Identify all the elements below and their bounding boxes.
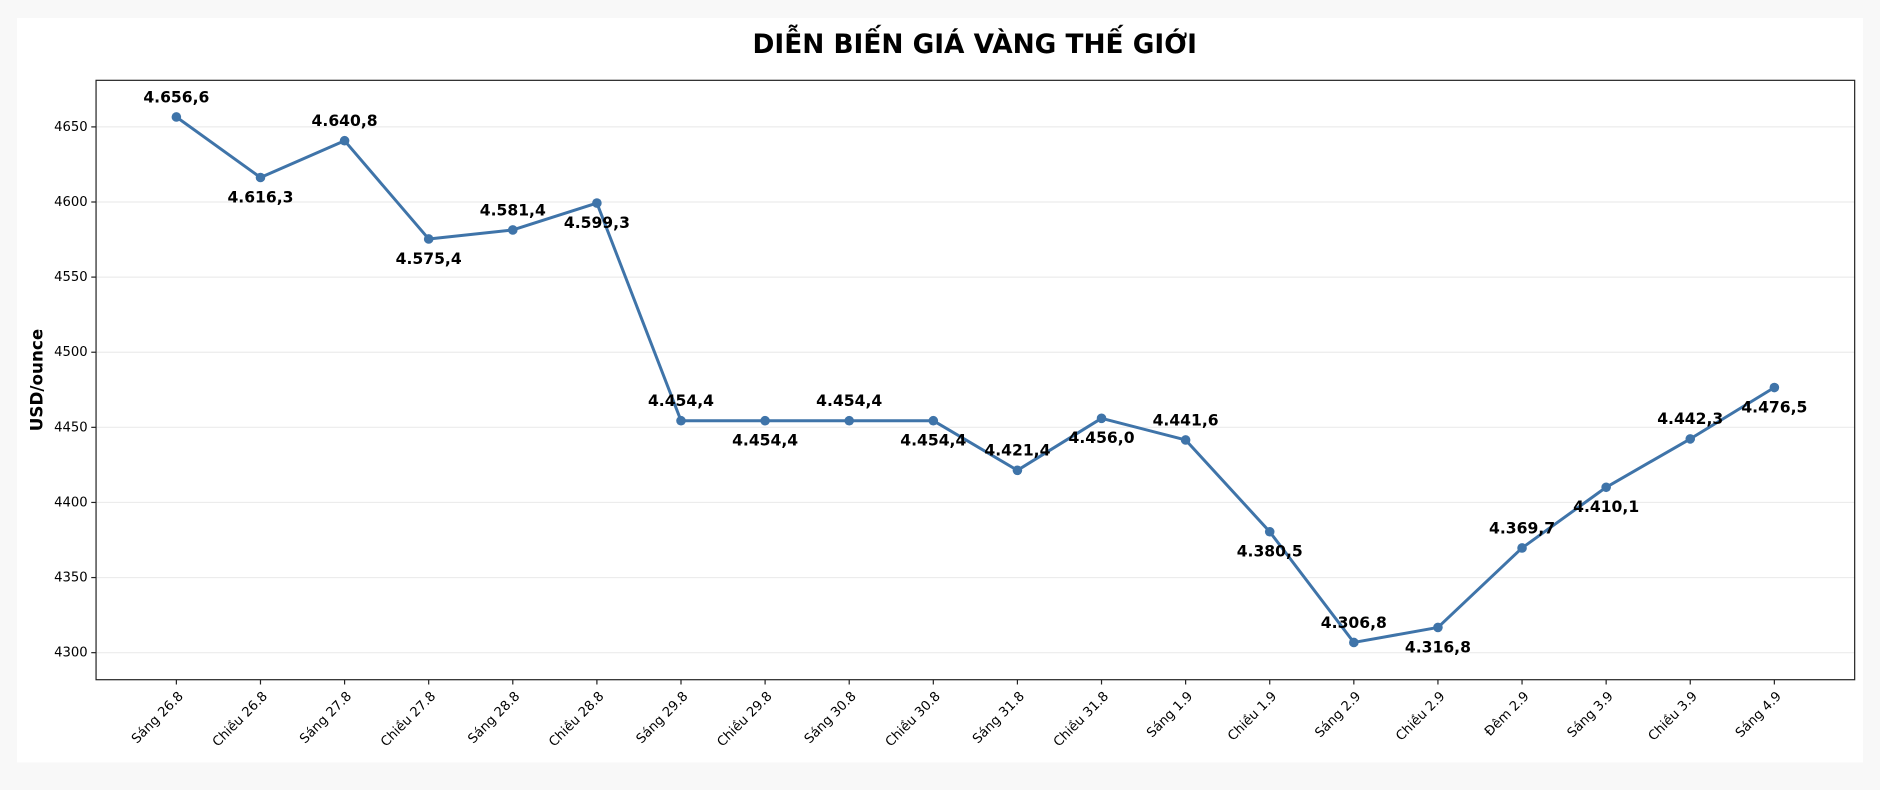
marker: [592, 198, 602, 208]
marker: [1096, 413, 1107, 424]
marker: [1517, 543, 1527, 553]
marker: [1180, 435, 1191, 445]
marker: [1769, 382, 1780, 393]
data-label: 4.656,6: [143, 88, 209, 106]
marker: [844, 415, 855, 426]
line: [175, 115, 1776, 644]
data-label: 4.316,8: [1405, 638, 1471, 656]
data-label: 4.456,0: [1068, 429, 1134, 447]
data-label: 4.454,4: [732, 432, 798, 450]
chart-title: DIỄN BIẾN GIÁ VÀNG THẾ GIỚI: [753, 24, 1197, 60]
y-tick-label: 4600: [54, 195, 88, 210]
marker: [1012, 465, 1023, 476]
y-tick-label: 4500: [54, 345, 88, 360]
data-label: 4.581,4: [480, 201, 546, 219]
y-tick-label: 4450: [54, 420, 88, 435]
data-label: 4.575,4: [396, 250, 462, 268]
marker: [255, 172, 266, 183]
data-label: 4.640,8: [312, 112, 378, 130]
y-tick-label: 4350: [54, 571, 88, 586]
y-tick-label: 4650: [54, 120, 88, 135]
marker: [1349, 637, 1359, 648]
card: [16, 17, 1864, 763]
marker: [1601, 482, 1611, 493]
marker: [760, 415, 770, 426]
data-label: 4.454,4: [648, 392, 714, 410]
marker: [676, 415, 686, 426]
marker: [928, 415, 939, 426]
y-tick-label: 4550: [54, 270, 88, 285]
marker: [1433, 622, 1443, 633]
data-label: 4.599,3: [564, 214, 630, 232]
data-label: 4.380,5: [1237, 543, 1303, 561]
data-label: 4.476,5: [1741, 398, 1807, 416]
data-label: 4.369,7: [1489, 519, 1555, 537]
y-tick-label: 4300: [54, 646, 88, 661]
data-label: 4.442,3: [1657, 410, 1723, 428]
marker: [1264, 526, 1275, 537]
marker: [339, 135, 350, 146]
data-label: 4.616,3: [227, 188, 293, 206]
plot-frame: [95, 79, 1856, 681]
y-axis-label: USD/ounce: [26, 329, 46, 431]
data-label: 4.454,4: [816, 392, 882, 410]
data-label: 4.410,1: [1573, 498, 1639, 516]
data-label: 4.441,6: [1153, 411, 1219, 429]
marker: [1685, 434, 1696, 444]
data-label: 4.306,8: [1321, 614, 1387, 632]
data-label: 4.421,4: [984, 442, 1050, 460]
marker: [423, 234, 434, 244]
y-tick-label: 4400: [54, 495, 88, 510]
marker: [507, 225, 518, 235]
marker: [171, 112, 182, 122]
data-label: 4.454,4: [900, 432, 966, 450]
